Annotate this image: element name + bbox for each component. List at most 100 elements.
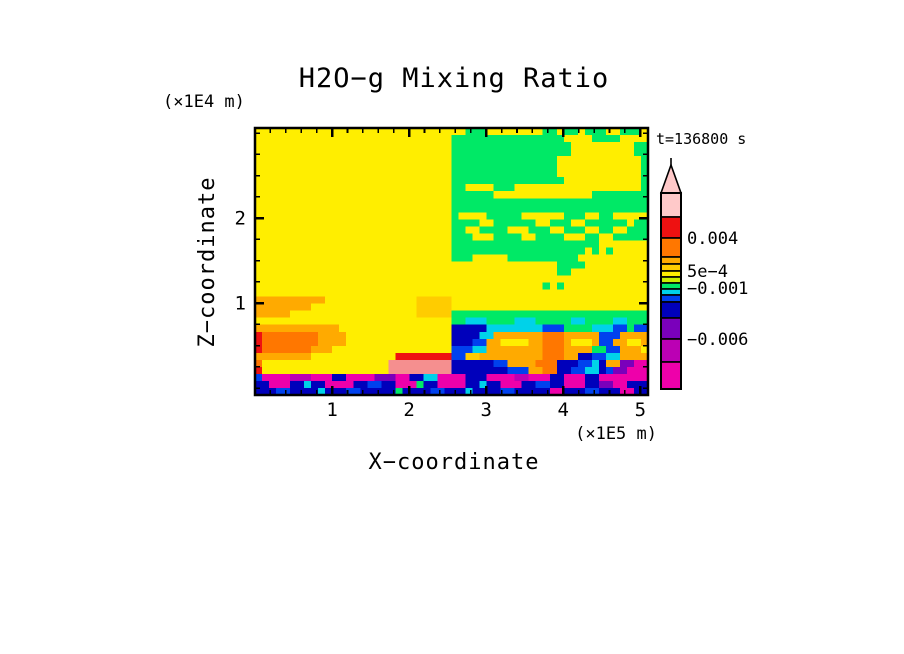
heatmap-run [542, 338, 565, 347]
heatmap-run [486, 345, 544, 354]
heatmap-run [500, 338, 530, 347]
heatmap-run [465, 352, 480, 361]
heatmap-run [255, 317, 452, 326]
heatmap-run [262, 373, 291, 382]
y-axis-units: (×1E4 m) [163, 92, 245, 112]
colorbar-segment [660, 282, 682, 290]
heatmap-run [486, 373, 516, 382]
heatmap-run [570, 338, 593, 347]
heatmap-run [388, 366, 452, 375]
heatmap-run [612, 233, 649, 241]
x-axis-label: X−coordinate [369, 450, 540, 475]
heatmap-run [507, 226, 530, 234]
heatmap-run [255, 289, 649, 298]
heatmap-run [451, 226, 466, 234]
heatmap-run [640, 184, 649, 192]
heatmap-run [493, 184, 516, 192]
heatmap-run [311, 352, 396, 361]
heatmap-run [255, 296, 326, 305]
heatmap-run [612, 226, 628, 234]
heatmap-run [465, 373, 487, 382]
heatmap-run [598, 331, 621, 340]
heatmap-run [255, 366, 263, 375]
colorbar-segment [660, 301, 682, 319]
heatmap-run [549, 219, 572, 227]
heatmap-run [262, 359, 389, 368]
heatmap-run [255, 219, 452, 227]
heatmap-run [493, 331, 544, 340]
heatmap-run [619, 387, 635, 396]
heatmap-run [255, 261, 558, 269]
heatmap-run [598, 359, 607, 368]
heatmap-run [486, 212, 523, 220]
heatmap-run [486, 338, 502, 347]
heatmap-run [451, 240, 600, 248]
heatmap-run [255, 352, 312, 361]
heatmap-run [542, 345, 565, 354]
x-tick-label: 5 [635, 399, 646, 421]
heatmap-run [563, 380, 586, 389]
heatmap-run [255, 380, 270, 389]
heatmap-run [633, 324, 649, 333]
heatmap-run [584, 128, 607, 136]
heatmap-run [451, 142, 572, 150]
heatmap-run [486, 380, 502, 389]
heatmap-run [451, 310, 649, 319]
heatmap-run [423, 380, 438, 389]
y-tick-label: 2 [235, 208, 246, 230]
colorbar-segment [660, 361, 682, 390]
heatmap-run [626, 366, 649, 375]
heatmap-run [346, 373, 375, 382]
heatmap-run [416, 380, 424, 389]
heatmap-run [563, 373, 586, 382]
heatmap-run [521, 212, 565, 220]
heatmap-run [255, 254, 452, 262]
heatmap-run [563, 387, 586, 396]
heatmap-run [479, 380, 487, 389]
heatmap-run [528, 373, 551, 382]
heatmap-run [563, 233, 586, 241]
heatmap-run [451, 163, 558, 171]
heatmap-run [612, 247, 649, 255]
y-axis-label: Z−coordinate [195, 177, 220, 348]
heatmap-run [255, 142, 452, 150]
heatmap-run [255, 324, 340, 333]
colorbar-segment [660, 263, 682, 272]
heatmap-run [479, 352, 544, 361]
heatmap-run [619, 135, 649, 143]
heatmap-run [612, 380, 628, 389]
heatmap-run [591, 352, 607, 361]
heatmap-run [255, 135, 452, 143]
heatmap-run [598, 373, 649, 382]
colorbar-segment [660, 288, 682, 296]
heatmap-run [640, 177, 649, 185]
heatmap-run [605, 128, 621, 136]
heatmap-run [451, 324, 487, 333]
heatmap-run [465, 226, 480, 234]
heatmap-run [451, 247, 586, 255]
heatmap-run [556, 268, 572, 276]
heatmap-run [416, 303, 452, 312]
heatmap-run [423, 373, 438, 382]
heatmap-run [451, 191, 495, 199]
heatmap-run [556, 366, 572, 375]
heatmap-run [584, 261, 649, 269]
colorbar-label: −0.006 [687, 330, 748, 350]
heatmap-run [311, 373, 333, 382]
heatmap-run [255, 163, 452, 171]
x-tick-labels: 1 2 3 4 5 [326, 399, 646, 421]
colorbar-segment [660, 216, 682, 239]
heatmap-run [255, 310, 291, 319]
heatmap-run [451, 254, 473, 262]
heatmap-run [612, 324, 628, 333]
heatmap-run [598, 226, 614, 234]
heatmap-run [255, 226, 452, 234]
heatmap-run [612, 366, 628, 375]
heatmap-run [255, 338, 263, 347]
heatmap-run [451, 352, 466, 361]
heatmap-run [556, 282, 565, 291]
heatmap-run [437, 373, 466, 382]
heatmap-run [465, 128, 487, 136]
heatmap-run [255, 177, 452, 185]
heatmap-run [619, 352, 649, 361]
